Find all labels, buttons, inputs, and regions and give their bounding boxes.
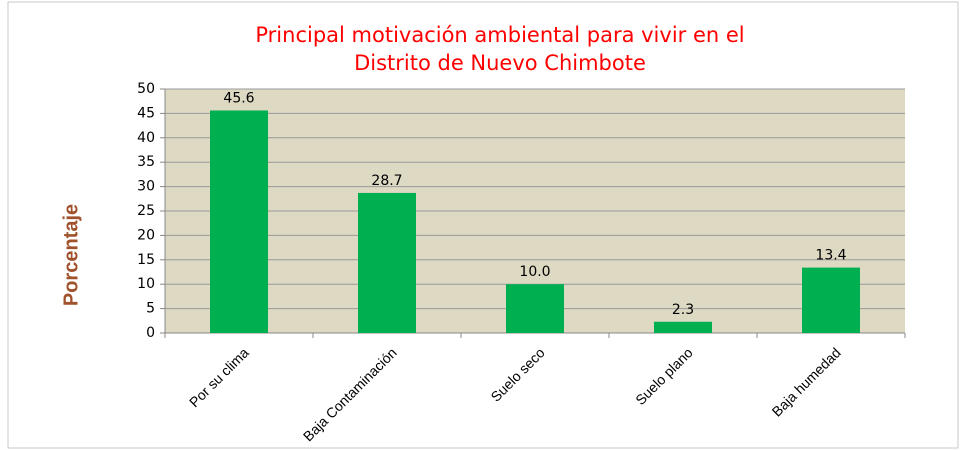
data-label: 45.6	[223, 90, 254, 106]
y-tick-label: 5	[146, 301, 155, 317]
y-tick-label: 30	[137, 179, 155, 195]
bar	[358, 192, 416, 333]
chart-title: Distrito de Nuevo Chimbote	[354, 51, 646, 75]
y-tick-label: 15	[137, 252, 155, 268]
bar	[506, 284, 564, 333]
data-label: 10.0	[519, 264, 550, 280]
data-label: 28.7	[371, 173, 402, 189]
data-label: 2.3	[672, 302, 694, 318]
y-axis-label: Porcentaje	[60, 204, 82, 306]
data-label: 13.4	[815, 248, 846, 264]
bar	[802, 267, 860, 333]
y-tick-label: 45	[137, 105, 155, 121]
y-tick-label: 10	[137, 276, 155, 292]
y-tick-label: 20	[137, 227, 155, 243]
y-tick-label: 0	[146, 325, 155, 341]
y-tick-label: 40	[137, 130, 155, 146]
chart-title: Principal motivación ambiental para vivi…	[255, 23, 744, 47]
bar	[210, 110, 268, 333]
bar	[654, 321, 712, 333]
y-tick-label: 50	[137, 81, 155, 97]
y-tick-label: 35	[137, 154, 155, 170]
y-tick-label: 25	[137, 203, 155, 219]
